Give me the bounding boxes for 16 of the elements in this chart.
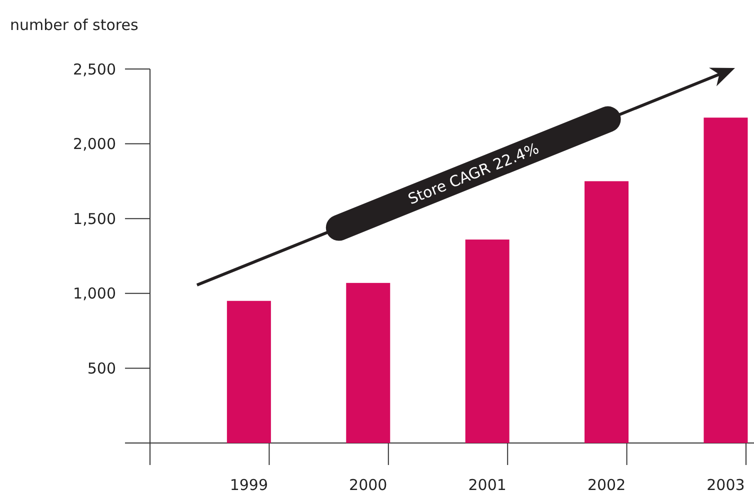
y-tick-label: 1,500 [73,210,116,228]
y-tick-label: 2,000 [73,135,116,154]
x-tick-label: 1999 [230,476,268,494]
y-axis-title: number of stores [10,16,138,34]
bar [226,300,271,443]
x-tick-label: 2001 [468,476,506,494]
x-tick-label: 2002 [587,476,626,494]
y-tick-label: 2,500 [73,60,116,78]
bar [704,118,748,443]
bar [584,181,629,443]
bar [465,240,510,443]
bar [346,282,390,443]
x-tick-label: 2003 [706,476,745,494]
y-tick-label: 1,000 [73,284,116,303]
x-tick-label: 2000 [349,476,388,494]
y-tick-label: 500 [87,359,116,378]
